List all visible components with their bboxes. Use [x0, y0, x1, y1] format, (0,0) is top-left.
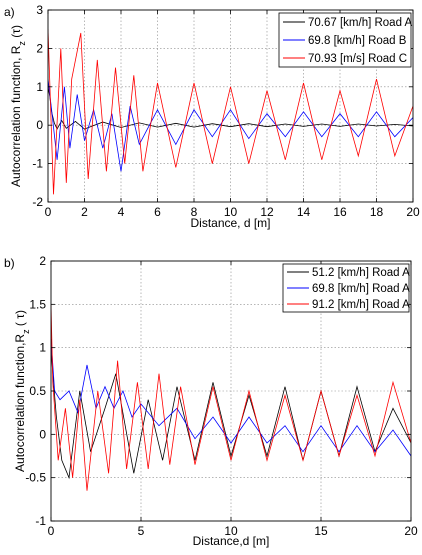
legend-entry-3: 70.93 [m/s] Road C: [308, 53, 407, 65]
x-tick-label: 20: [404, 524, 418, 538]
panel-label: a): [4, 5, 15, 19]
y-tick-label: 0: [36, 118, 43, 132]
x-tick-label: 12: [260, 205, 274, 219]
legend-entry-3: 91.2 [km/h] Road A: [312, 299, 410, 311]
y-tick-label: 2: [36, 41, 43, 55]
y-tick-label: -1: [35, 514, 46, 528]
legend: 70.67 [km/h] Road A 69.8 [km/h] Road B 70.…: [278, 12, 413, 68]
x-axis-label: Distance, d [m]: [190, 216, 270, 230]
y-tick-label: 1: [36, 80, 43, 94]
y-axis-label: Autocorrelation function, Rz (τ): [9, 25, 27, 187]
y-tick-label: 1.5: [29, 297, 46, 311]
series-line-1: [48, 86, 413, 130]
panel-label: b): [4, 256, 15, 270]
x-tick-label: 14: [297, 205, 311, 219]
legend-entry-1: 70.67 [km/h] Road A: [308, 17, 413, 29]
x-tick-label: 10: [224, 205, 238, 219]
y-tick-label: 2: [39, 254, 46, 268]
legend-entry-2: 69.8 [km/h] Road A: [312, 283, 410, 295]
x-axis-label: Distance,d [m]: [193, 534, 270, 548]
legend: 51.2 [km/h] Road A 69.8 [km/h] Road A 91.2…: [282, 263, 410, 313]
x-tick-label: 16: [333, 205, 347, 219]
x-tick-label: 0: [48, 524, 55, 538]
y-tick-label: 1: [39, 341, 46, 355]
y-tick-label: 3: [36, 3, 43, 17]
x-tick-label: 10: [224, 524, 238, 538]
x-tick-label: 4: [118, 205, 125, 219]
y-tick-label: 0: [39, 427, 46, 441]
chart-panel-2: 0 5 10 15 20 -1 -0.5 0 0.5 1 1.5 2 Distance,d [m] Aut…: [4, 254, 418, 548]
y-tick-label: 0.5: [29, 384, 46, 398]
x-tick-label: 2: [81, 205, 88, 219]
x-tick-label: 18: [370, 205, 384, 219]
legend-entry-2: 69.8 [km/h] Road B: [308, 35, 407, 47]
x-tick-label: 20: [406, 205, 420, 219]
legend-entry-1: 51.2 [km/h] Road A: [312, 267, 410, 279]
series-line-3: [48, 29, 413, 195]
series-line-2: [51, 338, 411, 457]
y-tick-label: -2: [32, 195, 43, 209]
y-tick-label: -0.5: [25, 471, 46, 485]
x-tick-label: 8: [191, 205, 198, 219]
y-axis-label: Autocorrelation function,Rz ( τ): [13, 310, 31, 472]
y-tick-label: -1: [32, 157, 43, 171]
x-tick-label: 15: [314, 524, 328, 538]
x-tick-label: 0: [45, 205, 52, 219]
x-tick-label: 6: [154, 205, 161, 219]
series-line-3: [51, 304, 411, 491]
x-tick-label: 5: [138, 524, 145, 538]
